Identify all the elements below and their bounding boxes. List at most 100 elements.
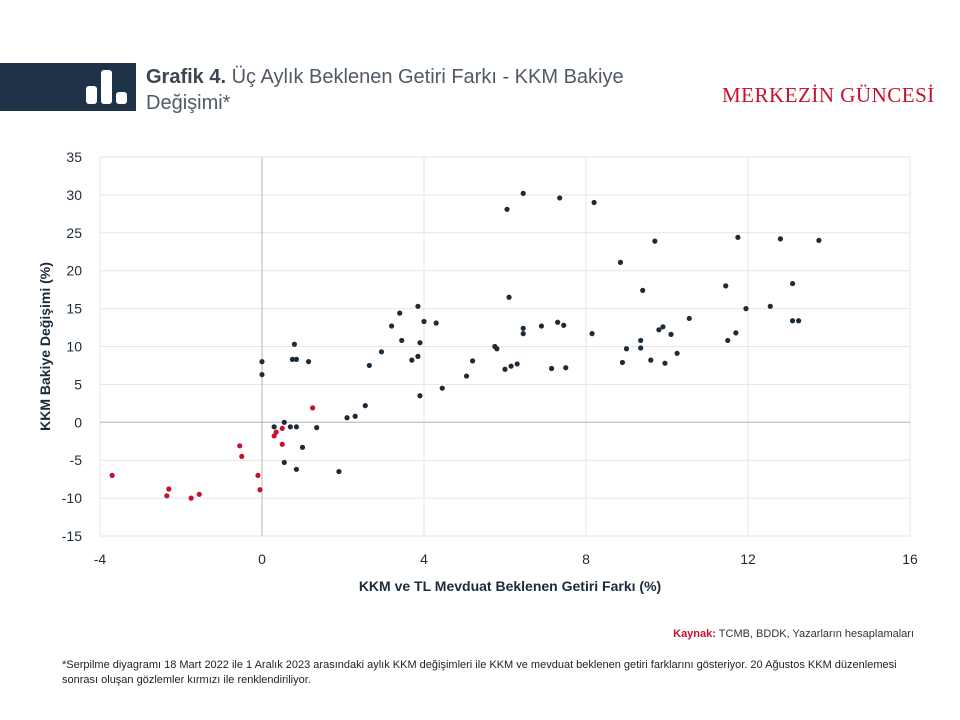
data-point-highlighted	[257, 487, 263, 493]
x-tick-label: -4	[94, 551, 107, 567]
data-point	[561, 322, 567, 328]
source-line: Kaynak: TCMB, BDDK, Yazarların hesaplama…	[673, 628, 914, 640]
data-point-highlighted	[109, 472, 115, 478]
data-point	[293, 356, 300, 362]
data-point	[686, 315, 692, 322]
data-point	[287, 424, 293, 430]
data-point	[796, 318, 802, 324]
data-point	[777, 236, 784, 242]
x-tick-label: 8	[582, 551, 590, 567]
data-point	[421, 318, 427, 325]
data-point	[656, 327, 662, 333]
data-point-highlighted	[310, 405, 316, 411]
data-point	[520, 190, 526, 196]
data-point	[366, 362, 372, 369]
data-point	[674, 350, 680, 356]
data-point	[409, 357, 415, 363]
data-point	[506, 294, 512, 300]
data-point	[767, 303, 773, 309]
data-point	[743, 306, 749, 312]
title-prefix: Grafik 4.	[146, 66, 227, 88]
y-tick-label: 20	[66, 263, 82, 279]
data-point	[399, 337, 405, 344]
data-point	[415, 353, 421, 359]
data-point	[259, 371, 265, 378]
data-point	[259, 359, 265, 365]
data-point-highlighted	[279, 441, 285, 447]
data-point	[638, 345, 644, 351]
data-point-highlighted	[188, 495, 194, 501]
data-point	[652, 238, 658, 244]
data-point	[816, 237, 822, 243]
data-point	[723, 283, 729, 289]
source-text: TCMB, BDDK, Yazarların hesaplamaları	[718, 628, 914, 640]
data-point	[281, 419, 287, 425]
x-tick-label: 12	[740, 551, 756, 567]
data-point	[514, 361, 520, 367]
data-point	[314, 425, 320, 431]
data-point	[433, 320, 439, 326]
data-point	[378, 349, 385, 355]
title-text: Üç Aylık Beklenen Getiri Farkı - KKM Bak…	[146, 66, 624, 114]
data-point	[638, 337, 644, 344]
y-tick-label: 0	[74, 414, 82, 430]
data-point	[502, 366, 508, 372]
data-point	[789, 318, 796, 324]
bar-chart-icon	[86, 70, 127, 104]
data-point-highlighted	[273, 429, 279, 435]
data-point	[548, 365, 555, 372]
data-point	[668, 331, 674, 337]
data-point	[336, 468, 342, 475]
y-tick-label: 25	[66, 225, 82, 241]
data-point	[415, 303, 421, 309]
data-point-highlighted	[166, 486, 172, 492]
x-tick-label: 4	[420, 551, 428, 567]
y-tick-label: -10	[62, 490, 82, 506]
y-tick-label: -15	[62, 528, 82, 544]
data-point	[289, 356, 295, 362]
y-tick-label: 15	[66, 301, 82, 317]
data-point	[417, 393, 423, 399]
y-tick-label: 5	[74, 376, 82, 392]
data-point	[463, 373, 470, 379]
brand-logo: MERKEZİN GÜNCESİ	[722, 83, 935, 107]
data-point	[555, 319, 561, 325]
data-point	[623, 346, 630, 352]
data-point	[494, 346, 500, 352]
data-point-highlighted	[239, 453, 245, 460]
data-point	[725, 337, 731, 344]
data-point	[538, 323, 545, 329]
data-point	[299, 444, 306, 450]
chart-title: Grafik 4. Üç Aylık Beklenen Getiri Farkı…	[146, 64, 706, 116]
data-point	[591, 199, 597, 206]
data-point	[520, 331, 526, 337]
data-point	[470, 358, 476, 364]
data-point-highlighted	[237, 443, 243, 449]
y-tick-label: 10	[66, 339, 82, 355]
data-point	[281, 459, 287, 466]
x-tick-label: 16	[902, 551, 918, 567]
data-point-highlighted	[255, 472, 261, 478]
data-point	[589, 331, 595, 337]
data-point	[563, 365, 569, 371]
data-point	[417, 340, 423, 346]
data-point	[557, 195, 563, 201]
data-point	[619, 359, 626, 366]
data-point	[397, 310, 403, 316]
data-point	[735, 234, 741, 240]
data-point	[305, 359, 312, 365]
data-point	[362, 403, 368, 409]
data-point	[504, 206, 510, 212]
data-point	[648, 357, 654, 363]
data-point	[520, 325, 526, 331]
data-point	[293, 466, 300, 472]
data-point	[352, 413, 358, 419]
data-point	[508, 363, 514, 369]
data-point	[389, 323, 395, 329]
scatter-chart: -15 -10 -5 0 5 10 15 20 25 30 35 -4 0 4 8 12 16 KKM ve TL…	[37, 149, 918, 594]
data-point-highlighted	[196, 491, 202, 497]
footnote: *Serpilme diyagramı 18 Mart 2022 ile 1 A…	[62, 659, 897, 686]
data-point	[293, 424, 300, 430]
data-point	[640, 287, 646, 294]
data-point	[291, 341, 297, 347]
